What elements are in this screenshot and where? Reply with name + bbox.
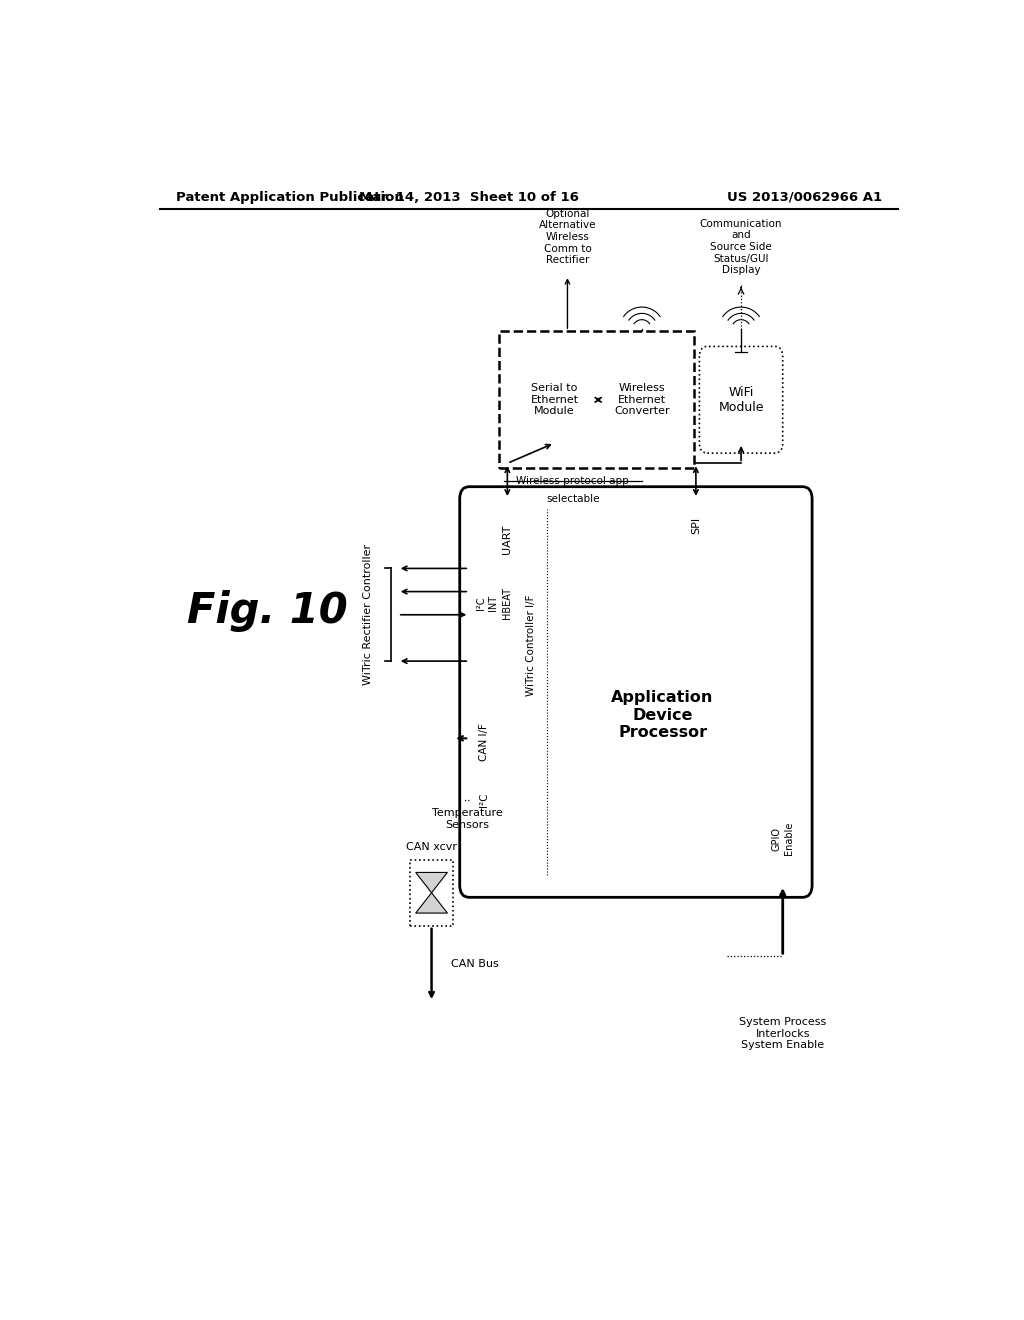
Text: Patent Application Publication: Patent Application Publication bbox=[176, 190, 403, 203]
Text: Communication
and
Source Side
Status/GUI
Display: Communication and Source Side Status/GUI… bbox=[699, 219, 782, 276]
Text: I²C: I²C bbox=[478, 793, 488, 808]
Text: CAN I/F: CAN I/F bbox=[478, 723, 488, 762]
Text: Optional
Alternative
Wireless
Comm to
Rectifier: Optional Alternative Wireless Comm to Re… bbox=[539, 209, 596, 265]
Text: System Process
Interlocks
System Enable: System Process Interlocks System Enable bbox=[739, 1018, 826, 1051]
FancyBboxPatch shape bbox=[604, 356, 680, 444]
Text: INT: INT bbox=[488, 595, 498, 611]
Text: Fig. 10: Fig. 10 bbox=[186, 590, 347, 632]
Text: HBEAT: HBEAT bbox=[503, 587, 512, 619]
Text: Temperature
Sensors: Temperature Sensors bbox=[432, 808, 503, 830]
Text: selectable: selectable bbox=[546, 494, 600, 504]
Text: Serial to
Ethernet
Module: Serial to Ethernet Module bbox=[530, 383, 579, 416]
Text: CAN xcvr: CAN xcvr bbox=[407, 842, 457, 851]
Text: Wireless
Ethernet
Converter: Wireless Ethernet Converter bbox=[614, 383, 670, 416]
Text: CAN Bus: CAN Bus bbox=[452, 960, 499, 969]
Text: SPI: SPI bbox=[691, 517, 700, 535]
Text: I²C: I²C bbox=[476, 597, 486, 610]
Polygon shape bbox=[416, 873, 447, 892]
Polygon shape bbox=[416, 892, 447, 913]
Text: WiTric Controller I/F: WiTric Controller I/F bbox=[526, 595, 537, 697]
FancyBboxPatch shape bbox=[500, 331, 694, 469]
FancyBboxPatch shape bbox=[460, 487, 812, 898]
FancyBboxPatch shape bbox=[699, 346, 782, 453]
Text: UART: UART bbox=[503, 524, 512, 554]
FancyBboxPatch shape bbox=[410, 859, 454, 925]
Text: WiFi
Module: WiFi Module bbox=[718, 385, 764, 413]
Text: Wireless protocol app: Wireless protocol app bbox=[516, 475, 629, 486]
Text: GPIO
Enable: GPIO Enable bbox=[772, 822, 794, 855]
Text: US 2013/0062966 A1: US 2013/0062966 A1 bbox=[727, 190, 882, 203]
Text: Mar. 14, 2013  Sheet 10 of 16: Mar. 14, 2013 Sheet 10 of 16 bbox=[359, 190, 580, 203]
Text: Application
Device
Processor: Application Device Processor bbox=[611, 690, 714, 741]
Text: WiTric Rectifier Controller: WiTric Rectifier Controller bbox=[362, 544, 373, 685]
FancyBboxPatch shape bbox=[517, 356, 592, 444]
